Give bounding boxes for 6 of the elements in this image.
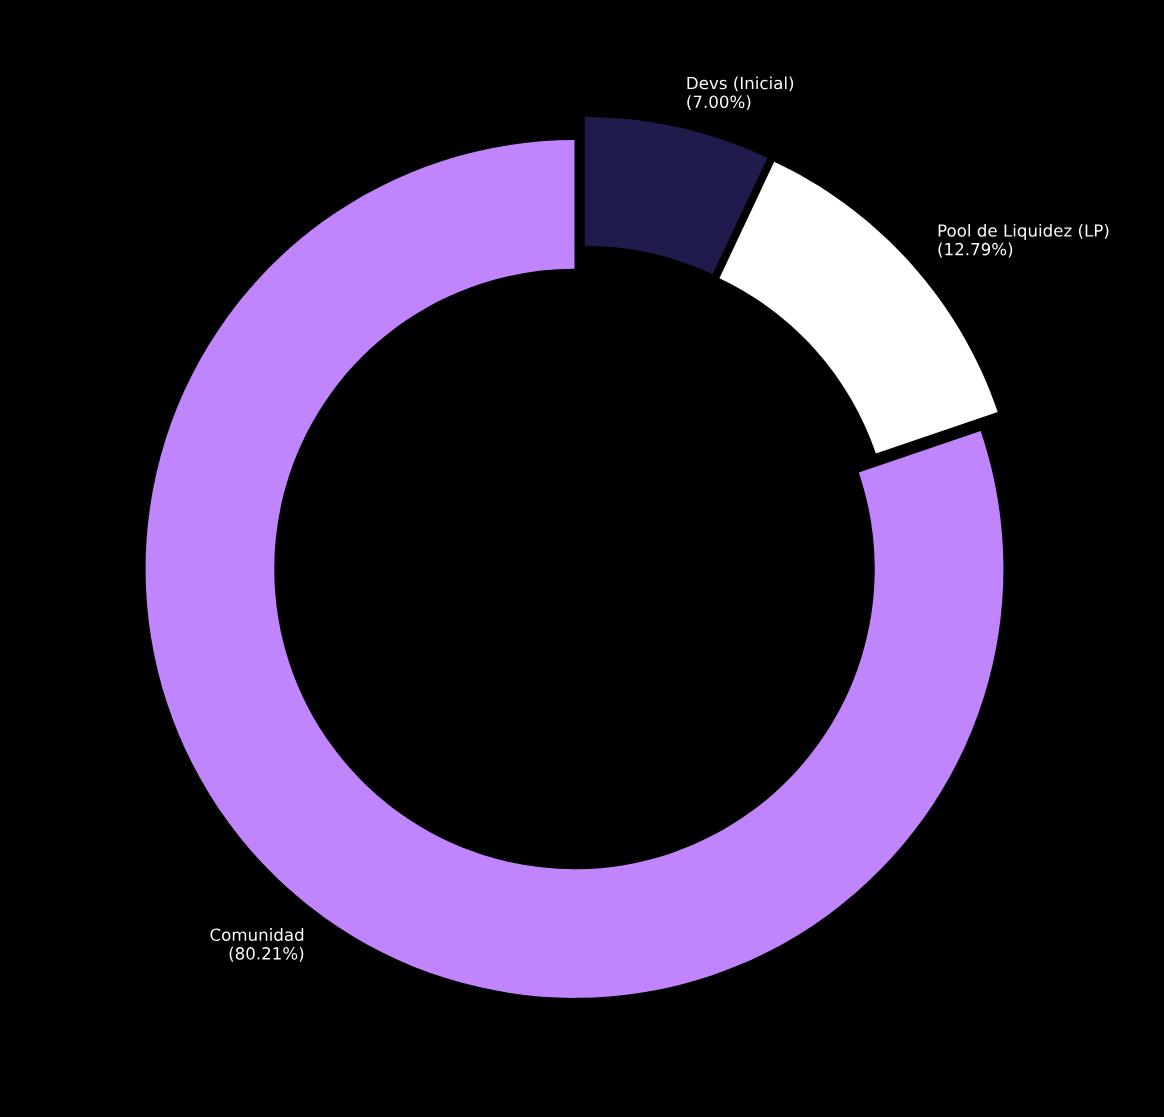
slice-label: Devs (Inicial) <box>687 76 794 92</box>
data-label: (80.21%) <box>229 946 304 962</box>
data-label: (12.79%) <box>938 242 1013 258</box>
data-label: (7.00%) <box>687 95 751 110</box>
slice-label: Pool de Liquidez (LP) <box>938 223 1109 241</box>
slice-label: Comunidad <box>210 928 304 942</box>
